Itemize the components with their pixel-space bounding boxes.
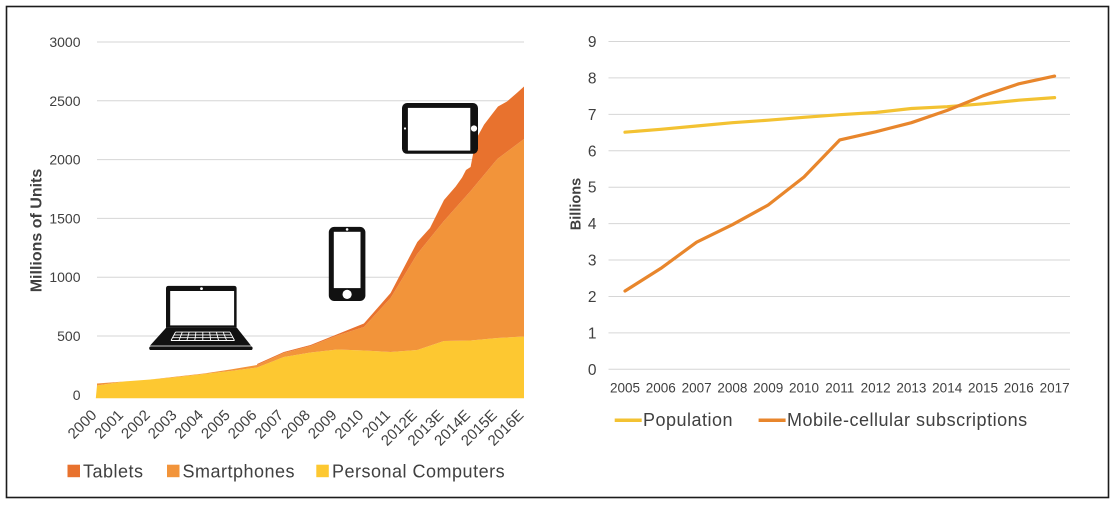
svg-text:2007: 2007 xyxy=(682,381,712,396)
svg-text:Millions of Units: Millions of Units xyxy=(29,169,46,293)
svg-text:4: 4 xyxy=(588,216,597,233)
svg-text:0: 0 xyxy=(588,362,597,379)
svg-text:2006: 2006 xyxy=(646,381,676,396)
svg-text:0: 0 xyxy=(73,387,81,403)
svg-text:500: 500 xyxy=(57,328,81,344)
svg-text:2017: 2017 xyxy=(1040,381,1070,396)
svg-text:1000: 1000 xyxy=(49,269,80,285)
svg-text:2015: 2015 xyxy=(968,381,998,396)
svg-text:2000: 2000 xyxy=(49,152,80,168)
svg-text:Mobile-cellular subscriptions: Mobile-cellular subscriptions xyxy=(787,410,1028,430)
svg-text:2011: 2011 xyxy=(825,381,854,396)
svg-text:1500: 1500 xyxy=(49,210,80,226)
svg-text:2500: 2500 xyxy=(49,93,80,109)
svg-text:2: 2 xyxy=(588,289,597,306)
svg-text:2009: 2009 xyxy=(753,381,783,396)
svg-text:2012: 2012 xyxy=(861,381,891,396)
svg-text:Billions: Billions xyxy=(569,178,585,230)
svg-text:2013: 2013 xyxy=(896,381,926,396)
svg-text:Population: Population xyxy=(643,410,733,430)
svg-text:2010: 2010 xyxy=(789,381,819,396)
svg-text:2014: 2014 xyxy=(932,381,963,396)
svg-text:6: 6 xyxy=(588,143,597,160)
svg-text:7: 7 xyxy=(588,107,597,124)
svg-text:3000: 3000 xyxy=(49,34,80,50)
svg-text:Smartphones: Smartphones xyxy=(183,462,296,482)
svg-text:1: 1 xyxy=(588,325,597,342)
svg-text:2008: 2008 xyxy=(717,381,747,396)
svg-text:5: 5 xyxy=(588,180,597,197)
svg-text:Tablets: Tablets xyxy=(83,462,144,482)
svg-text:9: 9 xyxy=(588,34,597,51)
svg-text:2016: 2016 xyxy=(1004,381,1034,396)
svg-text:2005: 2005 xyxy=(610,381,640,396)
svg-text:3: 3 xyxy=(588,253,597,270)
svg-text:Personal Computers: Personal Computers xyxy=(332,462,505,482)
svg-text:8: 8 xyxy=(588,70,597,87)
